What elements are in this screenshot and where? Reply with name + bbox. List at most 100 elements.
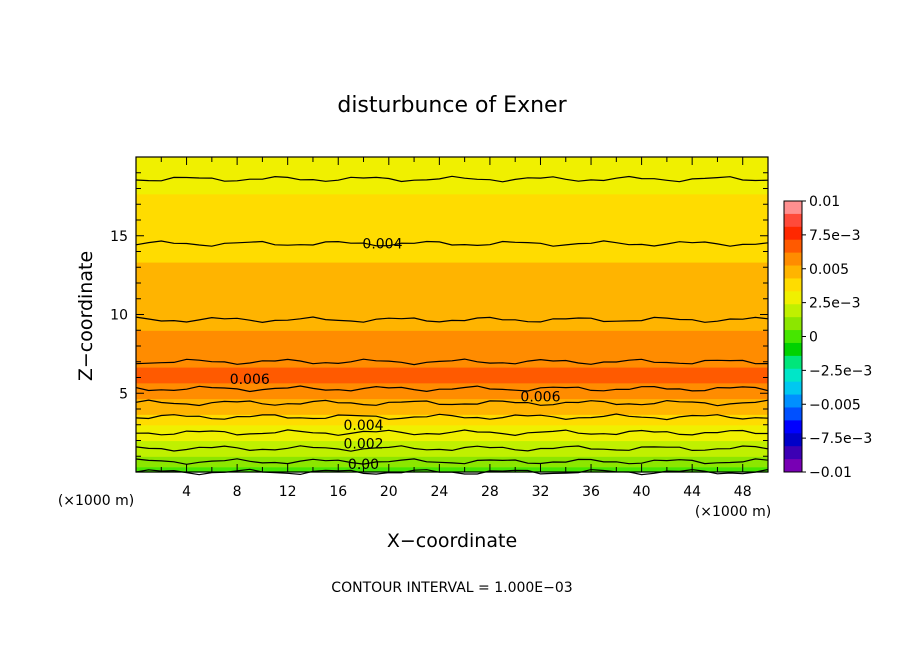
colorbar-swatch bbox=[784, 252, 802, 267]
color-band bbox=[136, 445, 768, 452]
color-band bbox=[136, 372, 768, 379]
color-band bbox=[136, 288, 768, 295]
color-band bbox=[136, 335, 768, 342]
color-band bbox=[136, 209, 768, 216]
color-band bbox=[136, 340, 768, 347]
contour-label: 0.004 bbox=[343, 418, 383, 434]
color-band bbox=[136, 267, 768, 274]
color-band bbox=[136, 440, 768, 447]
color-band bbox=[136, 157, 768, 163]
color-band bbox=[136, 325, 768, 331]
color-band bbox=[136, 451, 768, 457]
color-band bbox=[136, 293, 768, 300]
color-band bbox=[136, 277, 768, 284]
colorbar-swatch bbox=[784, 355, 802, 370]
color-band bbox=[136, 314, 768, 321]
colorbar-swatch bbox=[784, 433, 802, 447]
color-band bbox=[136, 356, 768, 363]
colorbar-swatch bbox=[784, 317, 802, 331]
x-tick-label: 24 bbox=[430, 484, 448, 500]
color-band bbox=[136, 298, 768, 305]
x-axis-unit-right: (×1000 m) bbox=[695, 504, 771, 520]
color-band bbox=[136, 403, 768, 410]
contour-line bbox=[135, 385, 769, 393]
x-tick-label: 44 bbox=[683, 484, 701, 500]
color-band bbox=[136, 162, 768, 169]
y-tick-label: 5 bbox=[119, 386, 128, 402]
colorbar-swatch bbox=[784, 239, 802, 254]
color-band bbox=[136, 435, 768, 442]
chart-title: disturbunce of Exner bbox=[337, 93, 567, 118]
contour-line bbox=[135, 316, 769, 324]
colorbar-label: −2.5e−3 bbox=[809, 363, 872, 379]
contour-label: 0.006 bbox=[230, 372, 270, 388]
x-tick-label: 16 bbox=[329, 484, 347, 500]
color-band bbox=[136, 424, 768, 431]
colorbar-swatch bbox=[784, 278, 802, 292]
color-band bbox=[136, 393, 768, 400]
colorbar-label: 0.005 bbox=[809, 262, 849, 278]
color-band bbox=[136, 309, 768, 316]
contour-line bbox=[135, 240, 769, 247]
contour-labels: 0.004 0.006 0.006 0.004 0.002 0.00 bbox=[230, 237, 561, 474]
x-tick-label: 36 bbox=[582, 484, 600, 500]
color-band bbox=[136, 230, 768, 237]
contour-label: 0.002 bbox=[343, 437, 383, 453]
contour-line bbox=[135, 399, 769, 407]
color-band bbox=[136, 246, 768, 253]
contour-interval-note: CONTOUR INTERVAL = 1.000E−03 bbox=[331, 580, 572, 596]
x-tick-label: 20 bbox=[380, 484, 398, 500]
color-band bbox=[136, 367, 768, 373]
colorbar-swatch bbox=[784, 381, 802, 396]
color-band bbox=[136, 319, 768, 326]
colorbar-swatch bbox=[784, 446, 802, 460]
colorbar-swatch bbox=[784, 407, 802, 421]
color-band bbox=[136, 414, 768, 421]
x-tick-label: 40 bbox=[633, 484, 651, 500]
contour-line bbox=[135, 445, 769, 452]
x-axis: 4 8 12 16 20 24 28 32 36 40 44 48 bbox=[160, 157, 752, 500]
color-band bbox=[136, 377, 768, 384]
color-band bbox=[136, 183, 768, 190]
color-band bbox=[136, 188, 768, 195]
color-band bbox=[136, 283, 768, 289]
color-band bbox=[136, 251, 768, 258]
contour-line bbox=[135, 413, 769, 421]
colorbar-swatch bbox=[784, 201, 802, 215]
colorbar-swatch bbox=[784, 330, 802, 344]
color-band bbox=[136, 214, 768, 221]
colorbar-label: 0 bbox=[809, 330, 818, 346]
contour-lines bbox=[135, 175, 769, 476]
colorbar-swatch bbox=[784, 394, 802, 408]
color-band bbox=[136, 466, 768, 473]
x-tick-label: 12 bbox=[279, 484, 297, 500]
color-band bbox=[136, 262, 768, 268]
color-band bbox=[136, 256, 768, 263]
colorbar-swatch bbox=[784, 420, 802, 434]
color-band bbox=[136, 409, 768, 415]
contour-label: 0.00 bbox=[348, 457, 379, 473]
x-tick-label: 32 bbox=[532, 484, 550, 500]
contour-label: 0.004 bbox=[362, 237, 402, 253]
colorbar-swatch bbox=[784, 265, 802, 279]
colorbar-label: −0.01 bbox=[809, 465, 852, 481]
contour-line bbox=[135, 358, 769, 366]
color-band bbox=[136, 419, 768, 426]
colorbar-label: 0.01 bbox=[809, 194, 840, 210]
colorbar-swatch bbox=[784, 304, 802, 318]
color-band bbox=[136, 178, 768, 184]
color-bands bbox=[136, 157, 768, 473]
color-band bbox=[136, 167, 768, 174]
colorbar-swatch bbox=[784, 213, 802, 228]
contour-line bbox=[135, 458, 769, 465]
color-band bbox=[136, 199, 768, 205]
y-axis: 5 10 15 bbox=[110, 172, 768, 457]
colorbar-swatch bbox=[784, 226, 802, 241]
colorbar-label: 7.5e−3 bbox=[809, 228, 861, 244]
color-band bbox=[136, 172, 768, 179]
colorbar-swatch bbox=[784, 368, 802, 383]
y-tick-label: 15 bbox=[110, 229, 128, 245]
colorbar-label: 2.5e−3 bbox=[809, 296, 861, 312]
contour-line bbox=[135, 429, 768, 437]
